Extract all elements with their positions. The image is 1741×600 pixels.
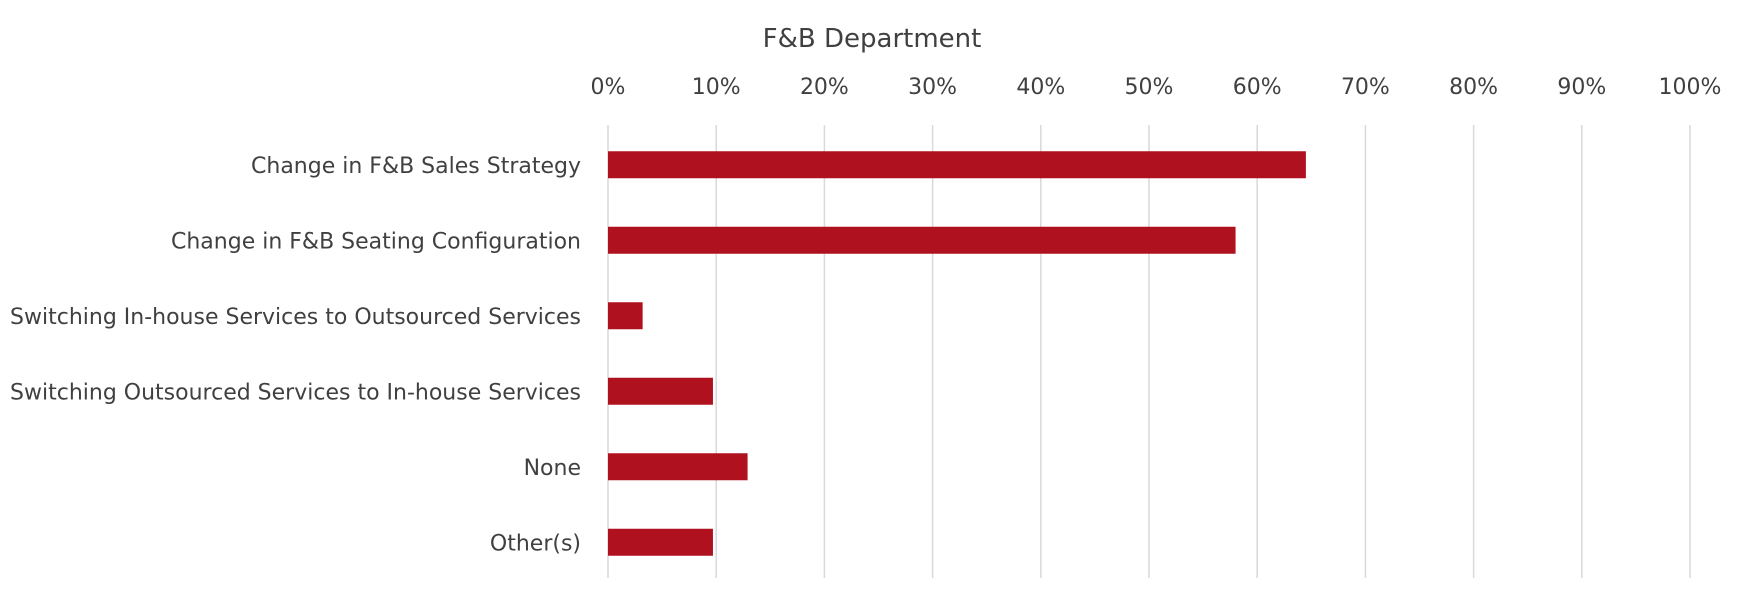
x-tick-label: 80% <box>1449 75 1498 100</box>
x-tick-label: 90% <box>1557 75 1606 100</box>
x-tick-label: 20% <box>800 75 849 100</box>
x-tick-label: 50% <box>1125 75 1174 100</box>
x-tick-label: 40% <box>1016 75 1065 100</box>
category-label: Switching In-house Services to Outsource… <box>10 305 581 330</box>
x-tick-label: 10% <box>692 75 741 100</box>
x-tick-label: 70% <box>1341 75 1390 100</box>
x-tick-label: 0% <box>591 75 626 100</box>
category-label: Change in F&B Sales Strategy <box>251 154 581 179</box>
category-labels: Change in F&B Sales Strategy Change in F&… <box>10 154 581 557</box>
x-tick-label: 60% <box>1233 75 1282 100</box>
x-tick-label: 100% <box>1659 75 1722 100</box>
category-label: Switching Outsourced Services to In-hous… <box>10 380 581 405</box>
bar <box>608 226 1236 254</box>
bars <box>608 151 1306 556</box>
gridlines <box>607 125 1691 578</box>
x-tick-label: 30% <box>908 75 957 100</box>
chart-title: F&B Department <box>763 24 982 54</box>
bar <box>608 151 1306 179</box>
bar <box>608 302 643 330</box>
bar <box>608 377 713 405</box>
x-axis-ticks: 0% 10% 20% 30% 40% 50% 60% 70% 80% 90% 100% <box>591 75 1722 100</box>
category-label: Other(s) <box>490 531 581 556</box>
category-label: Change in F&B Seating Configuration <box>171 229 581 254</box>
category-label: None <box>524 456 581 481</box>
bar <box>608 453 748 481</box>
bar <box>608 528 713 556</box>
